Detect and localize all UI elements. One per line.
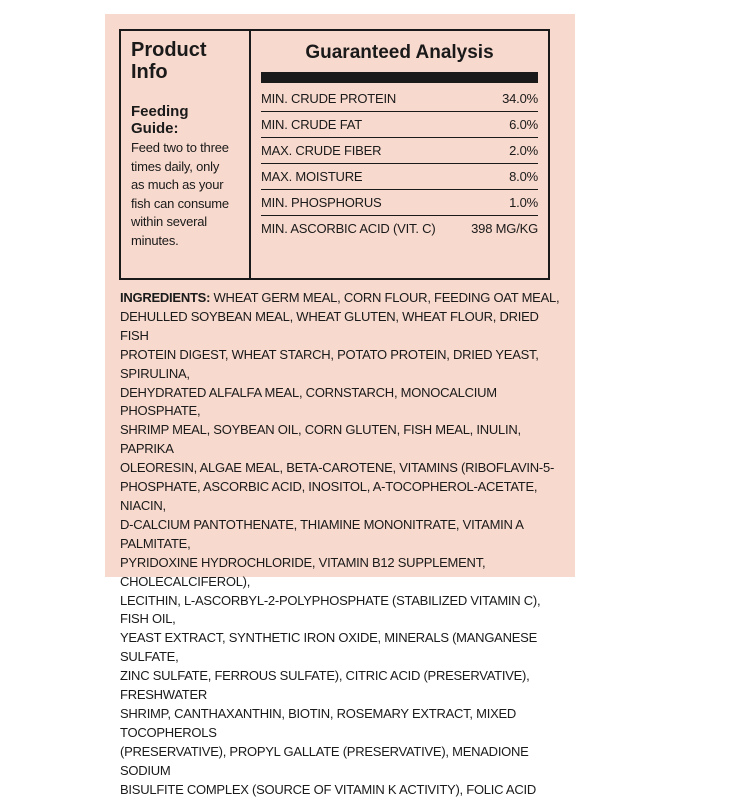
analysis-rows: MIN. CRUDE PROTEIN 34.0% MIN. CRUDE FAT … (261, 86, 538, 241)
guaranteed-analysis-column: Guaranteed Analysis MIN. CRUDE PROTEIN 3… (261, 31, 538, 278)
analysis-row-label: MIN. CRUDE FAT (261, 117, 362, 132)
ingredients-line-text: WHEAT GERM MEAL, CORN FLOUR, FEEDING OAT… (210, 290, 560, 305)
feeding-guide-text: Feed two to three times daily, only as m… (131, 139, 241, 250)
analysis-row: MIN. CRUDE PROTEIN 34.0% (261, 86, 538, 112)
analysis-row-value: 8.0% (509, 169, 538, 184)
ingredients-label: INGREDIENTS: (120, 290, 211, 305)
feeding-guide-line: within several (131, 214, 207, 229)
ingredients-line: PYRIDOXINE HYDROCHLORIDE, VITAMIN B12 SU… (120, 554, 486, 589)
ingredients-line: INGREDIENTS: WHEAT GERM MEAL, CORN FLOUR… (120, 289, 560, 308)
ingredients-block: INGREDIENTS: WHEAT GERM MEAL, CORN FLOUR… (120, 289, 560, 799)
ingredients-line: ZINC SULFATE, FERROUS SULFATE), CITRIC A… (120, 668, 530, 703)
ingredients-line: (PRESERVATIVE), PROPYL GALLATE (PRESERVA… (120, 743, 529, 778)
analysis-row-label: MAX. CRUDE FIBER (261, 143, 382, 158)
feeding-guide-line: Feed two to three (131, 140, 229, 155)
ingredients-line: PROTEIN DIGEST, WHEAT STARCH, POTATO PRO… (120, 346, 539, 381)
analysis-row-value: 1.0% (509, 195, 538, 210)
analysis-row-label: MAX. MOISTURE (261, 169, 363, 184)
analysis-row: MIN. ASCORBIC ACID (VIT. C) 398 MG/KG (261, 216, 538, 241)
product-info-title-line: Product (131, 39, 207, 61)
ingredients-line: PHOSPHATE, ASCORBIC ACID, INOSITOL, A-TO… (120, 479, 538, 513)
analysis-row: MIN. PHOSPHORUS 1.0% (261, 190, 538, 216)
nutrition-label-panel: Product Info Feeding Guide: Feed two to … (105, 14, 575, 797)
analysis-row-value: 6.0% (509, 117, 538, 132)
product-info-column: Product Info Feeding Guide: Feed two to … (121, 31, 251, 278)
feeding-guide-heading-line: Guide: (131, 120, 179, 137)
feeding-guide-line: times daily, only (131, 158, 220, 174)
analysis-row-value: 2.0% (509, 143, 538, 158)
ingredients-line: DEHYDRATED ALFALFA MEAL, CORNSTARCH, MON… (120, 384, 497, 419)
analysis-row: MAX. CRUDE FIBER 2.0% (261, 138, 538, 164)
info-box: Product Info Feeding Guide: Feed two to … (119, 29, 550, 280)
ingredients-line: YEAST EXTRACT, SYNTHETIC IRON OXIDE, MIN… (120, 630, 537, 665)
analysis-row-label: MIN. PHOSPHORUS (261, 195, 382, 210)
feeding-guide-heading-line: Feeding (131, 103, 189, 120)
ingredients-line: DEHULLED SOYBEAN MEAL, WHEAT GLUTEN, WHE… (120, 308, 539, 343)
ingredients-line: SHRIMP MEAL, SOYBEAN OIL, CORN GLUTEN, F… (120, 422, 521, 457)
feeding-guide-line: as much as your (131, 177, 224, 192)
product-info-title-line: Info (131, 61, 168, 83)
ingredients-line: D-CALCIUM PANTOTHENATE, THIAMINE MONONIT… (120, 516, 524, 551)
analysis-row: MIN. CRUDE FAT 6.0% (261, 112, 538, 138)
analysis-divider-bar (261, 72, 538, 83)
analysis-row-label: MIN. ASCORBIC ACID (VIT. C) (261, 221, 436, 236)
product-info-title: Product Info (131, 39, 241, 83)
feeding-guide-line: minutes. (131, 232, 179, 248)
analysis-row-label: MIN. CRUDE PROTEIN (261, 91, 397, 106)
ingredients-line: BISULFITE COMPLEX (SOURCE OF VITAMIN K A… (120, 781, 536, 797)
ingredients-line: OLEORESIN, ALGAE MEAL, BETA-CAROTENE, VI… (120, 460, 555, 476)
ingredients-line: SHRIMP, CANTHAXANTHIN, BIOTIN, ROSEMARY … (120, 705, 517, 740)
feeding-guide-line: fish can consume (131, 195, 229, 211)
feeding-guide-heading: Feeding Guide: (131, 103, 241, 137)
analysis-row: MAX. MOISTURE 8.0% (261, 164, 538, 190)
analysis-row-value: 398 MG/KG (471, 221, 538, 236)
ingredients-line: LECITHIN, L-ASCORBYL-2-POLYPHOSPHATE (ST… (120, 592, 541, 627)
guaranteed-analysis-title: Guaranteed Analysis (305, 42, 494, 63)
analysis-row-value: 34.0% (502, 91, 538, 106)
